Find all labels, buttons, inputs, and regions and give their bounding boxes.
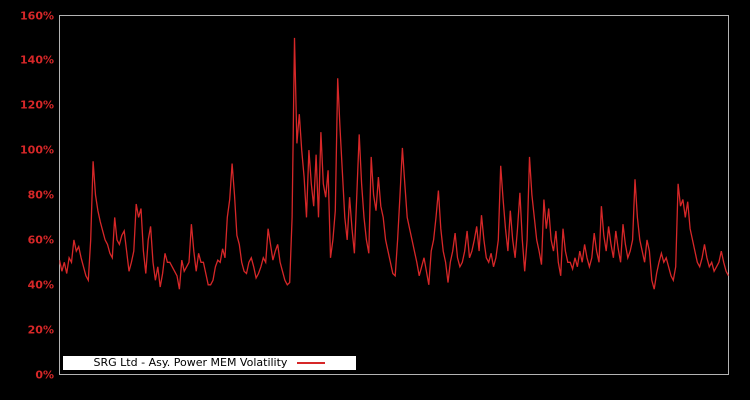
y-tick-label: 100% — [20, 143, 54, 157]
y-tick-label: 60% — [27, 233, 54, 247]
y-tick-label: 40% — [27, 278, 54, 292]
y-tick-label: 160% — [20, 9, 54, 22]
legend-box: SRG Ltd - Asy. Power MEM Volatility — [63, 356, 356, 370]
y-tick-label: 20% — [27, 323, 54, 337]
plot-area-border — [59, 15, 729, 375]
y-tick-label: 120% — [20, 98, 54, 112]
legend-series-label: SRG Ltd - Asy. Power MEM Volatility — [93, 356, 288, 369]
legend-line-sample-icon — [297, 362, 326, 364]
volatility-line — [59, 37, 729, 290]
y-tick-label: 140% — [20, 53, 54, 67]
y-tick-label: 80% — [27, 188, 54, 202]
y-tick-label: 0% — [35, 368, 54, 381]
